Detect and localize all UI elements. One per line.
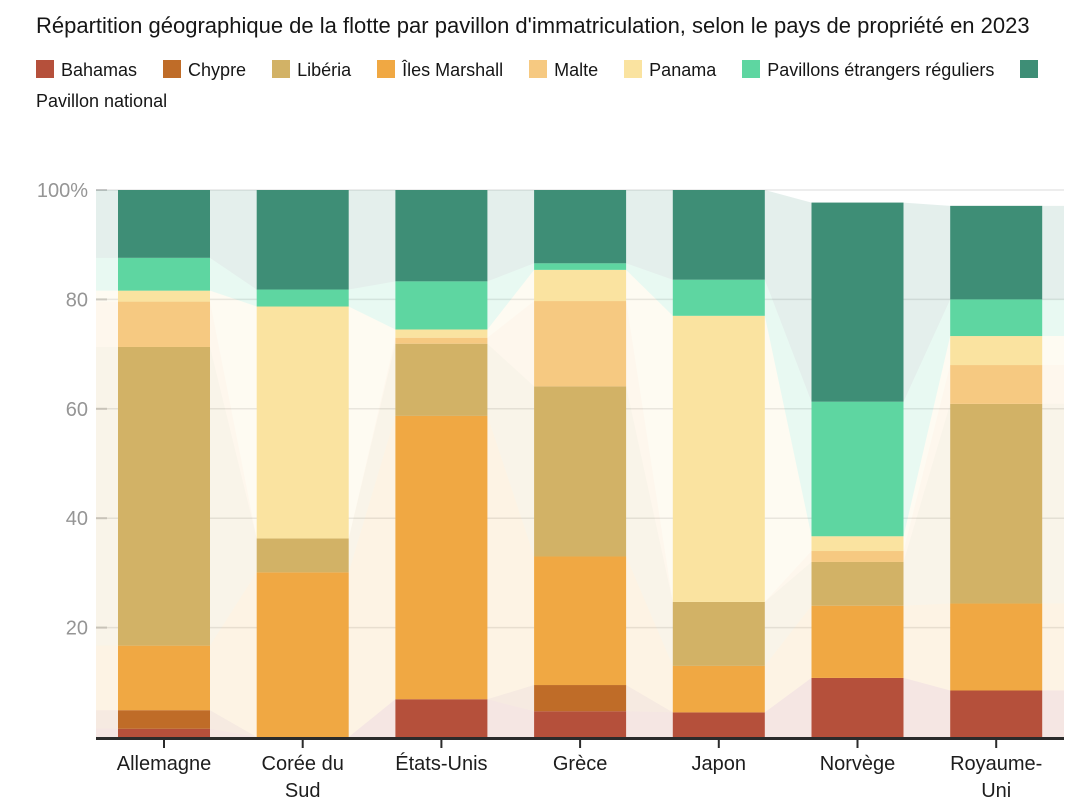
- y-axis-label-100: 100%: [37, 180, 88, 202]
- legend-item-pavillon-national: Pavillon national: [36, 60, 1045, 111]
- bar-segment-allemagne-panama[interactable]: [118, 290, 210, 302]
- legend-swatch-pavillon-national: [1020, 60, 1039, 78]
- bar-segment-japon-liberia[interactable]: [672, 601, 765, 666]
- bar-segment-grece-liberia[interactable]: [534, 386, 627, 557]
- x-axis-label-royaume-uni: Royaume-: [950, 753, 1042, 775]
- bar-segment-norvege-pavillon-national[interactable]: [811, 202, 904, 402]
- x-axis-label-grece: Grèce: [553, 753, 607, 775]
- bar-segment-grece-iles-marshall[interactable]: [534, 556, 627, 686]
- bar-segment-grece-chypre[interactable]: [534, 685, 627, 712]
- bar-segment-etats-unis-bahamas[interactable]: [395, 699, 488, 737]
- y-axis-label-80: 80: [66, 289, 88, 311]
- y-axis-label-40: 40: [66, 508, 88, 530]
- bar-segment-coree-du-sud-iles-marshall[interactable]: [256, 572, 349, 737]
- bar-segment-allemagne-malte[interactable]: [118, 301, 210, 347]
- bar-segment-allemagne-bahamas[interactable]: [118, 728, 210, 737]
- bar-segment-allemagne-liberia[interactable]: [118, 346, 210, 646]
- bar-segment-allemagne-chypre[interactable]: [118, 710, 210, 729]
- y-axis-label-20: 20: [66, 618, 88, 640]
- legend-swatch-chypre: [163, 60, 182, 78]
- bar-segment-coree-du-sud-panama[interactable]: [256, 306, 349, 539]
- bar-segment-grece-bahamas[interactable]: [534, 711, 627, 737]
- legend-label: Îles Marshall: [402, 60, 504, 80]
- bar-segment-japon-bahamas[interactable]: [672, 712, 765, 737]
- legend-item-chypre: Chypre: [163, 60, 246, 80]
- bar-segment-grece-panama[interactable]: [534, 269, 627, 302]
- bar-segment-etats-unis-pavillons-etrangers-reguliers[interactable]: [395, 281, 488, 330]
- bar-segment-coree-du-sud-pavillons-etrangers-reguliers[interactable]: [256, 289, 349, 307]
- bar-segment-royaume-uni-pavillon-national[interactable]: [950, 205, 1043, 300]
- bar-segment-japon-pavillons-etrangers-reguliers[interactable]: [672, 279, 765, 316]
- bar-segment-norvege-malte[interactable]: [811, 551, 904, 562]
- legend-item-iles-marshall: Îles Marshall: [377, 60, 503, 80]
- bar-segment-japon-iles-marshall[interactable]: [672, 665, 765, 713]
- x-axis-label-coree-du-sud: Corée du: [262, 753, 344, 775]
- legend-swatch-liberia: [272, 60, 291, 78]
- legend-label: Pavillons étrangers réguliers: [767, 60, 995, 80]
- bar-segment-royaume-uni-panama[interactable]: [950, 336, 1043, 366]
- legend-item-pavillons-etrangers-reguliers: Pavillons étrangers réguliers: [742, 60, 994, 80]
- legend-item-liberia: Libéria: [272, 60, 351, 80]
- legend-swatch-iles-marshall: [377, 60, 396, 78]
- bar-segment-royaume-uni-bahamas[interactable]: [950, 690, 1043, 737]
- x-axis-label-etats-unis: États-Unis: [395, 752, 487, 775]
- bar-segment-coree-du-sud-pavillon-national[interactable]: [256, 190, 349, 290]
- bar-segment-etats-unis-pavillon-national[interactable]: [395, 190, 488, 282]
- legend-label: Libéria: [297, 60, 352, 80]
- bar-segment-royaume-uni-iles-marshall[interactable]: [950, 603, 1043, 691]
- bar-segment-etats-unis-malte[interactable]: [395, 337, 488, 344]
- bar-segment-royaume-uni-liberia[interactable]: [950, 403, 1043, 604]
- x-axis-label-japon: Japon: [692, 753, 747, 775]
- bar-segment-etats-unis-liberia[interactable]: [395, 343, 488, 416]
- x-axis-label-royaume-uni: Uni: [981, 780, 1011, 802]
- legend-label: Panama: [649, 60, 717, 80]
- bar-segment-grece-malte[interactable]: [534, 301, 627, 387]
- bar-segment-allemagne-pavillons-etrangers-reguliers[interactable]: [118, 257, 210, 291]
- legend-item-panama: Panama: [624, 60, 716, 80]
- legend-label: Pavillon national: [36, 91, 168, 111]
- bar-segment-norvege-liberia[interactable]: [811, 561, 904, 606]
- bar-segment-allemagne-iles-marshall[interactable]: [118, 645, 210, 711]
- bar-segment-grece-pavillon-national[interactable]: [534, 190, 627, 264]
- bar-segment-japon-pavillon-national[interactable]: [672, 190, 765, 280]
- bar-segment-norvege-pavillons-etrangers-reguliers[interactable]: [811, 401, 904, 537]
- bar-segment-allemagne-pavillon-national[interactable]: [118, 190, 210, 258]
- bar-segment-japon-panama[interactable]: [672, 315, 765, 602]
- bar-segment-etats-unis-iles-marshall[interactable]: [395, 415, 488, 700]
- bar-segment-norvege-bahamas[interactable]: [811, 677, 904, 737]
- bar-segment-royaume-uni-pavillons-etrangers-reguliers[interactable]: [950, 299, 1043, 337]
- bar-segment-norvege-panama[interactable]: [811, 536, 904, 552]
- legend-label: Bahamas: [61, 60, 138, 80]
- x-axis-label-coree-du-sud: Sud: [285, 780, 321, 802]
- legend-swatch-panama: [624, 60, 643, 78]
- chart-title: Répartition géographique de la flotte pa…: [36, 13, 1030, 38]
- y-axis-label-60: 60: [66, 399, 88, 421]
- stacked-bar-chart: 100% 80 60 40 20 Allemagne Corée du Sud États-Un…: [37, 180, 1064, 802]
- legend-label: Malte: [554, 60, 599, 80]
- bar-segment-etats-unis-panama[interactable]: [395, 329, 488, 338]
- bar-segment-royaume-uni-malte[interactable]: [950, 365, 1043, 404]
- legend-swatch-bahamas: [36, 60, 54, 78]
- legend-swatch-pavillons-etrangers-reguliers: [742, 60, 761, 78]
- legend-item-bahamas: Bahamas: [36, 60, 137, 80]
- legend-swatch-malte: [529, 60, 548, 78]
- x-axis-label-allemagne: Allemagne: [117, 753, 212, 775]
- bar-segment-coree-du-sud-liberia[interactable]: [256, 538, 349, 573]
- bar-segment-grece-pavillons-etrangers-reguliers[interactable]: [534, 263, 627, 270]
- legend-label: Chypre: [188, 60, 247, 80]
- bar-segment-norvege-iles-marshall[interactable]: [811, 605, 904, 678]
- x-axis-label-norvege: Norvège: [820, 753, 896, 775]
- chart-legend: Bahamas Chypre Libéria Îles Marshall Malte Pa…: [36, 55, 1046, 117]
- legend-item-malte: Malte: [529, 60, 598, 80]
